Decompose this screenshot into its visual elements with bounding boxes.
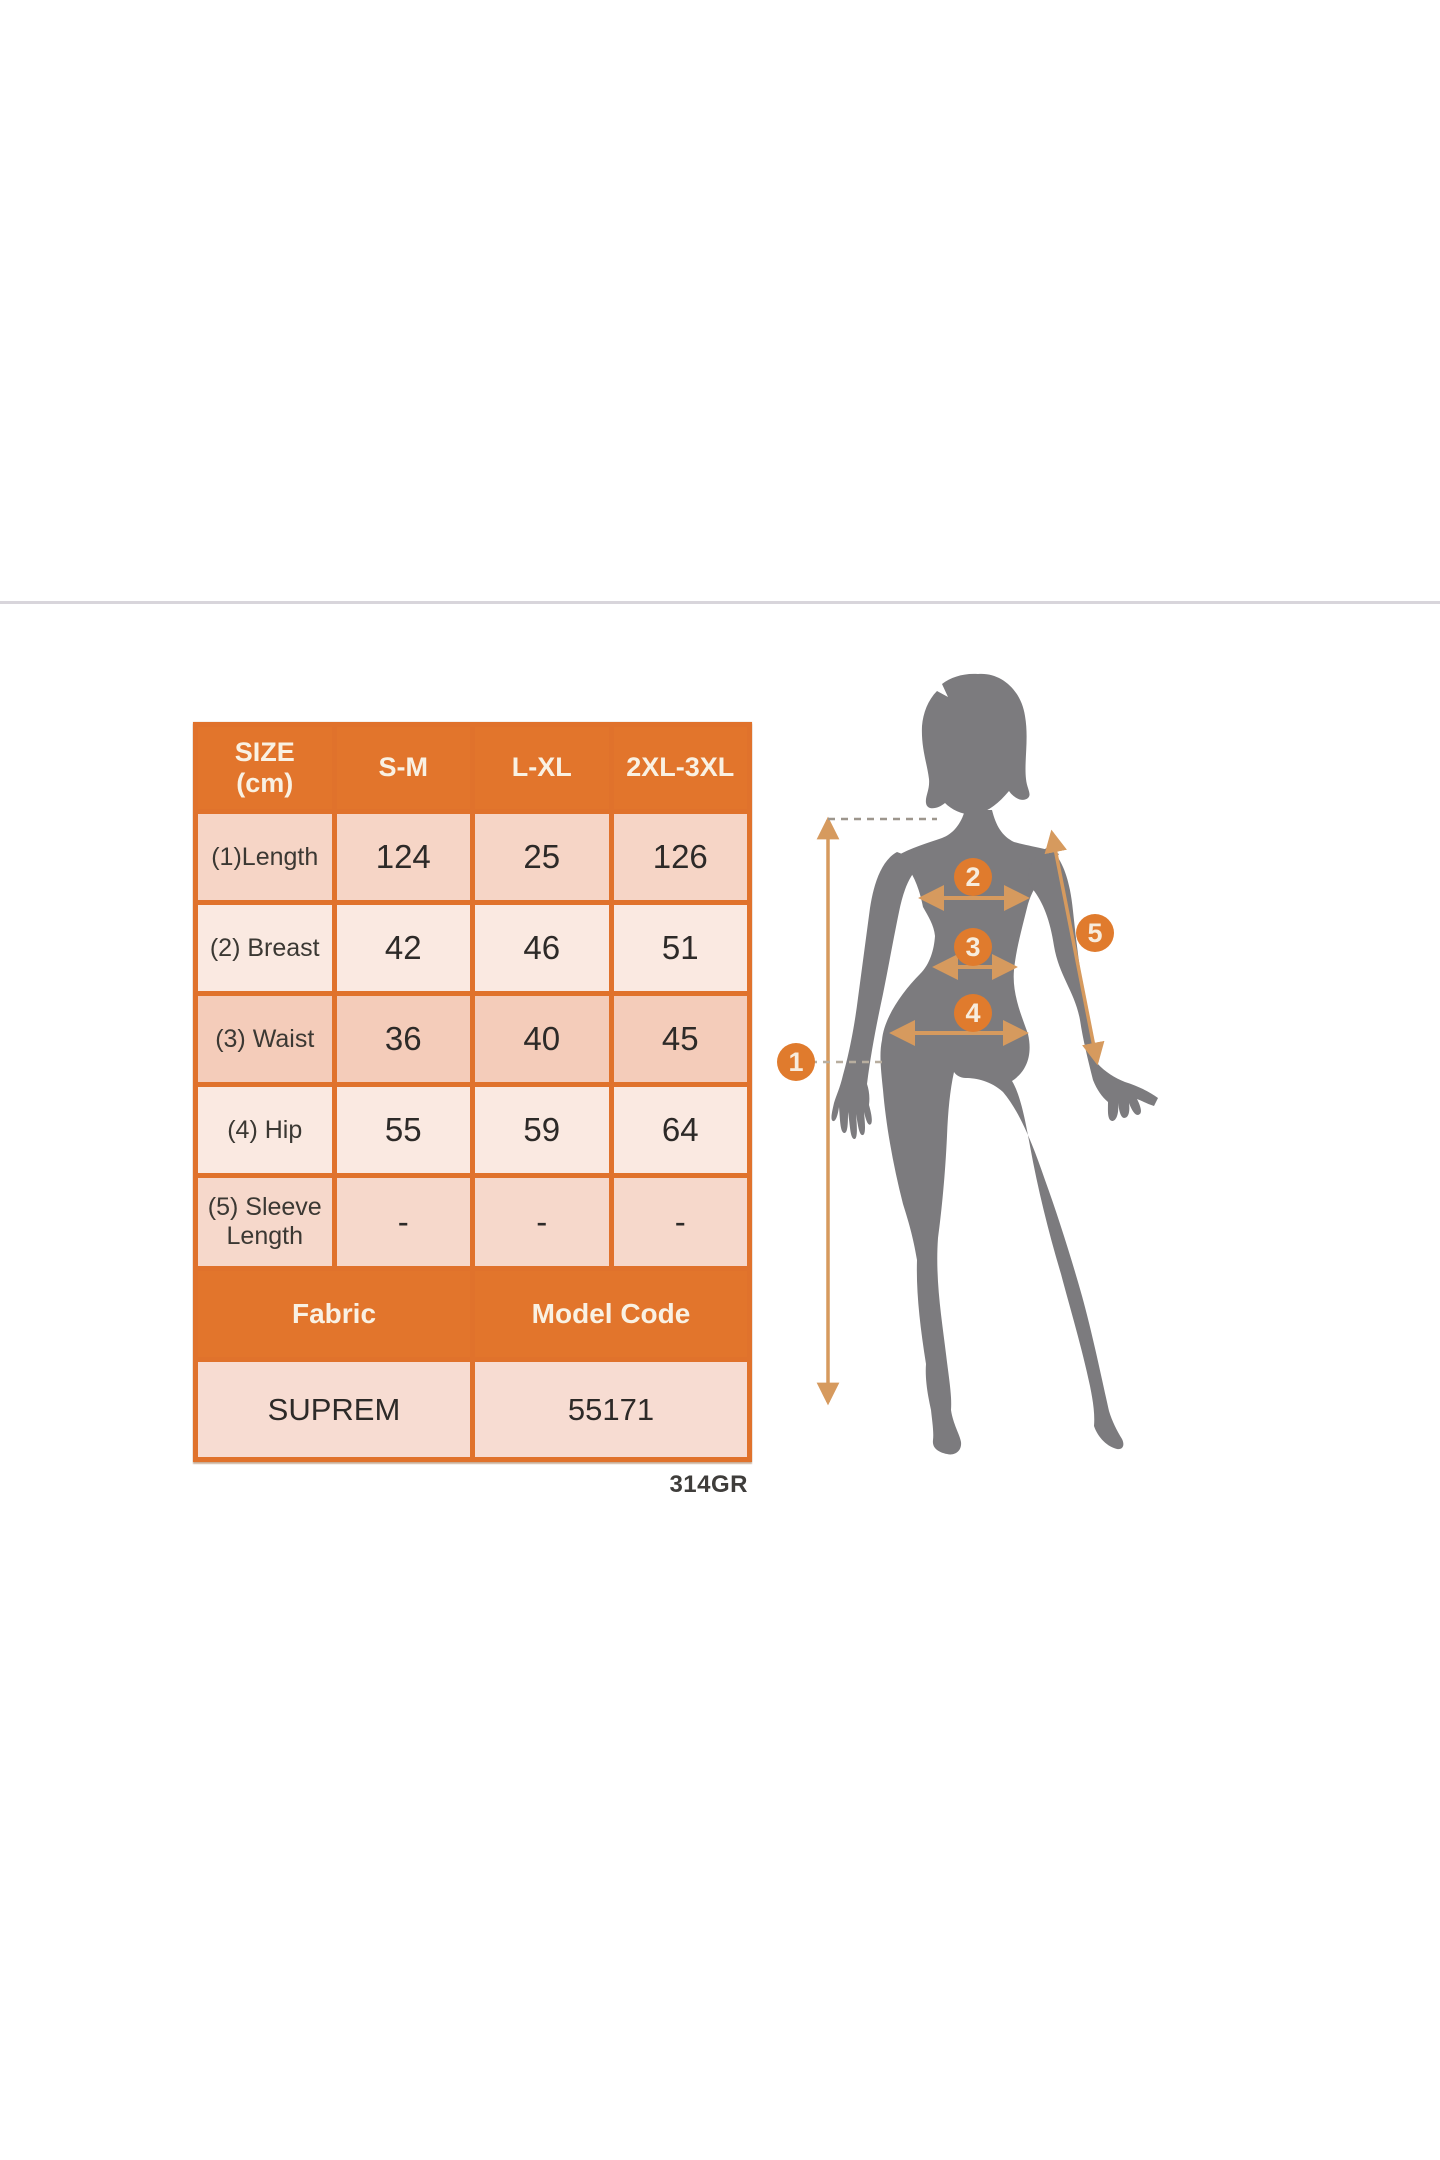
female-silhouette (831, 673, 1158, 1455)
marker-4: 4 (954, 994, 992, 1032)
cell-breast-2xl-3xl: 51 (613, 905, 747, 991)
marker-1-number: 1 (788, 1047, 803, 1077)
cell-waist-s-m: 36 (336, 996, 470, 1082)
cell-sleeve-s-m: - (336, 1178, 470, 1266)
cell-breast-s-m: 42 (336, 905, 470, 991)
silhouette-left-arm (831, 852, 920, 1140)
silhouette-body (880, 810, 1124, 1455)
cell-hip-2xl-3xl: 64 (613, 1087, 747, 1173)
body-measurement-diagram: 1 2 3 4 5 (770, 620, 1240, 1500)
marker-3-number: 3 (965, 932, 980, 962)
cell-hip-l-xl: 59 (475, 1087, 609, 1173)
size-title-cell: SIZE (cm) (198, 727, 332, 809)
column-header-l-xl: L-XL (475, 727, 609, 809)
row-label-length: (1)Length (198, 814, 332, 900)
marker-5: 5 (1076, 914, 1114, 952)
marker-2: 2 (954, 858, 992, 896)
column-header-2xl-3xl: 2XL-3XL (613, 727, 747, 809)
size-table: SIZE (cm) S-M L-XL 2XL-3XL (1)Length 124… (193, 722, 752, 1462)
fabric-value: SUPREM (198, 1362, 470, 1457)
model-code-header: Model Code (475, 1271, 747, 1357)
cell-sleeve-2xl-3xl: - (613, 1178, 747, 1266)
model-code-value: 55171 (475, 1362, 747, 1457)
cell-waist-2xl-3xl: 45 (613, 996, 747, 1082)
sleeve-arrow (1044, 829, 1105, 1066)
row-label-waist: (3) Waist (198, 996, 332, 1082)
marker-4-number: 4 (965, 998, 980, 1028)
row-label-sleeve-length: (5) Sleeve Length (198, 1178, 332, 1266)
marker-5-number: 5 (1087, 918, 1102, 948)
cell-length-l-xl: 25 (475, 814, 609, 900)
marker-1: 1 (777, 1043, 815, 1081)
row-label-hip: (4) Hip (198, 1087, 332, 1173)
cell-breast-l-xl: 46 (475, 905, 609, 991)
cell-hip-s-m: 55 (336, 1087, 470, 1173)
marker-2-number: 2 (965, 862, 980, 892)
row-label-breast: (2) Breast (198, 905, 332, 991)
marker-3: 3 (954, 928, 992, 966)
silhouette-right-arm (1028, 847, 1158, 1121)
cell-sleeve-l-xl: - (475, 1178, 609, 1266)
column-header-s-m: S-M (336, 727, 470, 809)
silhouette-head (921, 673, 1030, 815)
cell-waist-l-xl: 40 (475, 996, 609, 1082)
cell-length-2xl-3xl: 126 (613, 814, 747, 900)
top-divider-line (0, 601, 1440, 604)
fabric-header: Fabric (198, 1271, 470, 1357)
fabric-weight-note: 314GR (669, 1471, 748, 1498)
cell-length-s-m: 124 (336, 814, 470, 900)
